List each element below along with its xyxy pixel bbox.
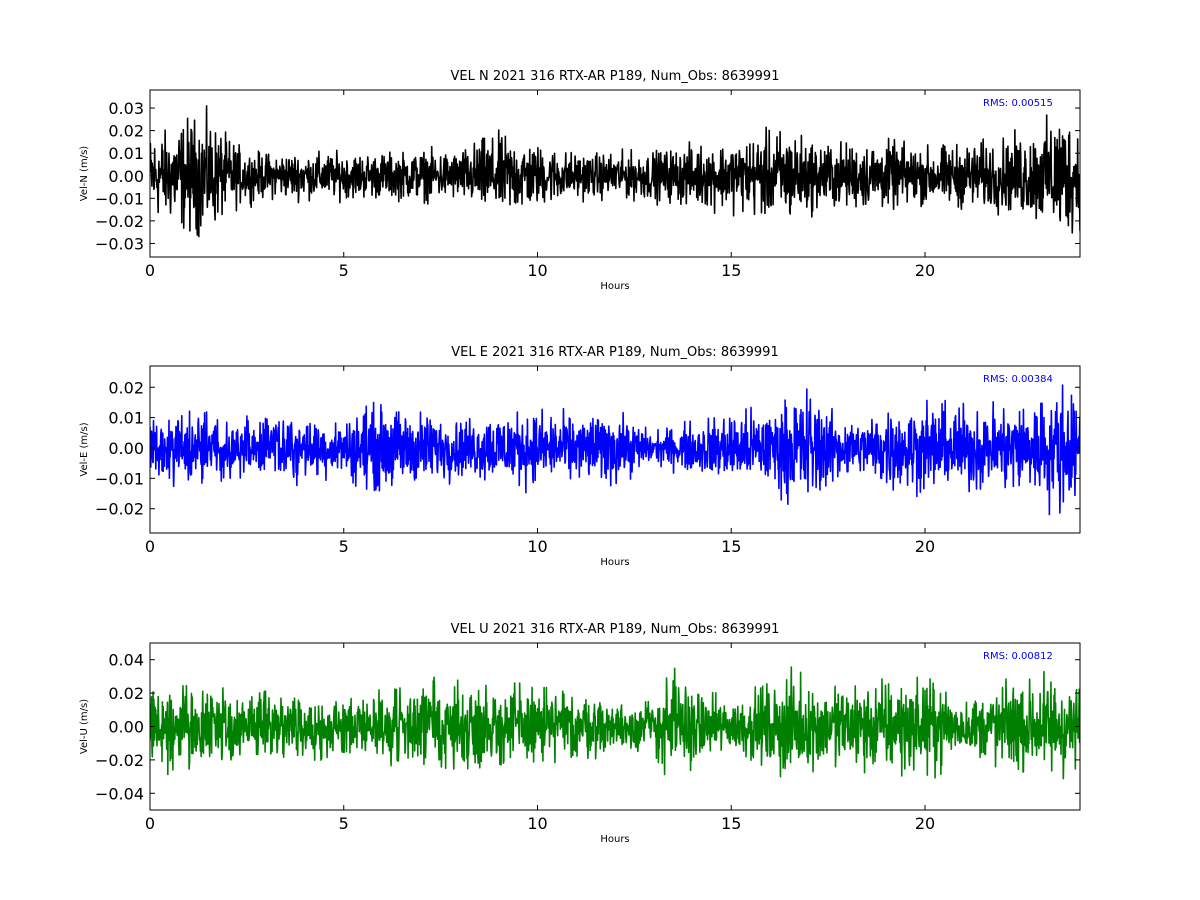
x-tick-label: 15 [721, 261, 741, 280]
x-tick-label: 20 [915, 537, 935, 556]
x-tick-label: 20 [915, 261, 935, 280]
x-tick-label: 10 [527, 814, 547, 833]
x-tick-label: 0 [145, 537, 155, 556]
y-tick-label: 0.02 [108, 378, 144, 397]
subplot-2: 0 5 10 15 20 −0.02 −0.01 0.00 0.01 0.02 VEL E 2021… [79, 345, 1081, 568]
series-line [150, 105, 1080, 238]
y-tick-label: −0.04 [95, 784, 144, 803]
y-tick-label: −0.02 [95, 500, 144, 519]
x-tick-label: 20 [915, 814, 935, 833]
x-tick-label: 10 [527, 537, 547, 556]
subplot-3: 0 5 10 15 20 −0.04 −0.02 0.00 0.02 0.04 VEL U 2021… [79, 622, 1081, 845]
x-tick-label: 15 [721, 537, 741, 556]
rms-annotation: RMS: 0.00384 [983, 374, 1053, 385]
rms-annotation: RMS: 0.00515 [983, 98, 1053, 109]
series-line [150, 384, 1080, 516]
x-tick-label: 10 [527, 261, 547, 280]
axes-frame [149, 365, 1081, 534]
y-tick-label: −0.02 [95, 212, 144, 231]
subplot-1: 0 5 10 15 20 −0.03 −0.02 −0.01 0.00 0.01 0.02 0.03 V… [79, 69, 1081, 292]
y-tick-label: 0.03 [108, 99, 144, 118]
y-tick-label: 0.01 [108, 409, 144, 428]
y-tick-label: 0.04 [108, 651, 144, 670]
x-tick-label: 5 [339, 814, 349, 833]
x-axis-label: Hours [600, 557, 629, 568]
y-tick-label: 0.00 [108, 718, 144, 737]
y-axis-label: Vel-N (m/s) [79, 146, 90, 201]
x-tick-label: 0 [145, 814, 155, 833]
subplot-title: VEL U 2021 316 RTX-AR P189, Num_Obs: 863… [451, 622, 780, 637]
y-tick-label: 0.00 [108, 439, 144, 458]
subplot-title: VEL E 2021 316 RTX-AR P189, Num_Obs: 863… [451, 345, 778, 360]
x-axis-label: Hours [600, 834, 629, 845]
x-axis-label: Hours [600, 281, 629, 292]
y-tick-label: −0.03 [95, 234, 144, 253]
y-tick-label: 0.01 [108, 144, 144, 163]
y-tick-label: −0.01 [95, 189, 144, 208]
y-tick-label: −0.01 [95, 469, 144, 488]
x-tick-label: 0 [145, 261, 155, 280]
y-tick-label: 0.02 [108, 684, 144, 703]
axes-frame [149, 89, 1081, 258]
series-line [150, 666, 1080, 780]
y-tick-label: 0.02 [108, 122, 144, 141]
y-tick-label: 0.00 [108, 167, 144, 186]
y-tick-label: −0.02 [95, 751, 144, 770]
x-tick-label: 5 [339, 537, 349, 556]
subplot-title: VEL N 2021 316 RTX-AR P189, Num_Obs: 863… [451, 69, 780, 84]
y-axis-label: Vel-E (m/s) [79, 422, 90, 476]
x-tick-label: 15 [721, 814, 741, 833]
x-tick-label: 5 [339, 261, 349, 280]
rms-annotation: RMS: 0.00812 [983, 651, 1053, 662]
y-axis-label: Vel-U (m/s) [79, 699, 90, 754]
